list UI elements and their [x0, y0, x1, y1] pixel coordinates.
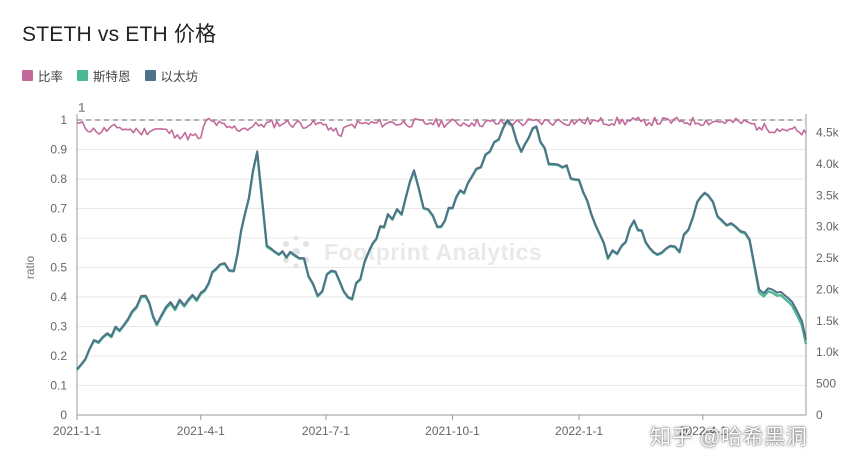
y-right-tick-label: 2.0k [816, 282, 840, 296]
x-tick-label: 2022-4-1 [679, 424, 727, 438]
y-right-tick-label: 4.5k [816, 126, 840, 140]
y-left-tick-label: 0.1 [50, 379, 67, 393]
legend: 比率 斯特恩 以太坊 [22, 66, 198, 85]
y-right-tick-label: 3.5k [816, 188, 840, 202]
legend-item-ratio[interactable]: 比率 [22, 66, 63, 85]
y-right-tick-label: 3.0k [816, 220, 840, 234]
y-right-tick-label: 0 [816, 408, 823, 422]
legend-label-ratio: 比率 [38, 70, 64, 84]
legend-label-steth: 斯特恩 [93, 70, 131, 84]
y-left-tick-label: 0.5 [50, 261, 67, 275]
y-right-tick-label: 500 [816, 377, 836, 391]
y-left-tick-label: 0.6 [50, 231, 67, 245]
chart-title: STETH vs ETH 价格 [22, 23, 217, 46]
y-left-tick-label: 0.8 [50, 172, 67, 186]
y-right-tick-label: 4.0k [816, 157, 840, 171]
legend-swatch-eth [144, 70, 156, 81]
reference-line-label: 1 [78, 100, 85, 115]
legend-label-eth: 以太坊 [160, 70, 199, 84]
legend-swatch-steth [77, 70, 89, 81]
series-line-以太坊 [76, 119, 807, 370]
series-line-斯特恩 [76, 119, 808, 371]
y-right-tick-label: 1.5k [816, 314, 840, 328]
y-right-tick-label: 2.5k [816, 251, 840, 265]
legend-item-eth[interactable]: 以太坊 [144, 66, 199, 85]
y-left-tick-label: 0.7 [50, 202, 67, 216]
y-left-tick-label: 1 [60, 113, 67, 127]
y-left-tick-label: 0.2 [50, 349, 67, 363]
x-tick-label: 2021-4-1 [177, 424, 225, 438]
y-left-tick-label: 0.3 [50, 320, 67, 334]
x-tick-label: 2021-1-1 [53, 424, 101, 438]
zhihu-watermark: 知乎 @哈希黑洞 [650, 426, 808, 449]
x-tick-label: 2021-7-1 [302, 424, 350, 438]
legend-swatch-ratio [22, 70, 33, 81]
x-tick-label: 2022-1-1 [555, 424, 603, 438]
y-axis-label: ratio [23, 256, 37, 280]
y-right-tick-label: 1.0k [816, 345, 840, 359]
footprint-watermark-text: Footprint Analytics [324, 238, 543, 265]
y-left-tick-label: 0 [60, 408, 67, 422]
legend-item-steth[interactable]: 斯特恩 [77, 66, 131, 85]
y-left-tick-label: 0.4 [50, 290, 67, 304]
series-line-比率 [77, 116, 807, 141]
x-tick-label: 2021-10-1 [425, 424, 480, 438]
y-left-tick-label: 0.9 [50, 143, 67, 157]
footprint-watermark: Footprint Analytics [276, 232, 542, 272]
footprint-logo-icon [283, 235, 309, 269]
